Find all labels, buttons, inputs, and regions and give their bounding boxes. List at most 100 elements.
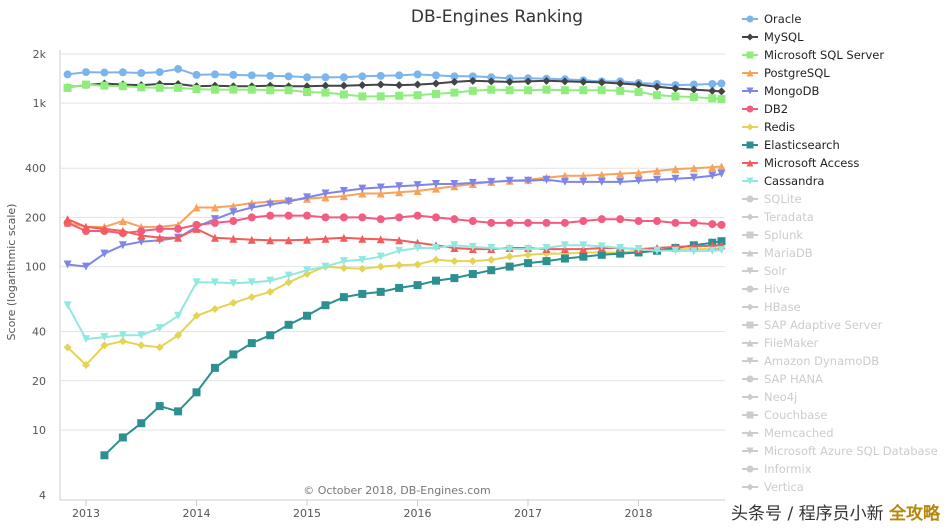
data-point[interactable] <box>137 68 146 77</box>
data-point[interactable] <box>395 283 404 292</box>
data-point[interactable] <box>284 211 293 220</box>
data-point[interactable] <box>376 252 385 261</box>
data-point[interactable] <box>708 220 717 229</box>
data-point[interactable] <box>82 80 90 89</box>
data-point[interactable] <box>616 215 625 224</box>
data-point[interactable] <box>524 176 533 185</box>
legend-item[interactable]: Vertica <box>742 478 946 496</box>
data-point[interactable] <box>192 388 201 397</box>
data-point[interactable] <box>671 246 680 255</box>
data-point[interactable] <box>339 213 348 222</box>
data-point[interactable] <box>634 217 643 226</box>
data-point[interactable] <box>118 82 127 91</box>
data-point[interactable] <box>303 311 312 320</box>
data-point[interactable] <box>137 419 146 428</box>
data-point[interactable] <box>376 287 385 296</box>
data-point[interactable] <box>717 220 726 229</box>
data-point[interactable] <box>431 71 440 80</box>
data-point[interactable] <box>413 211 422 220</box>
data-point[interactable] <box>339 264 348 273</box>
data-point[interactable] <box>174 311 183 320</box>
data-point[interactable] <box>339 293 348 302</box>
data-point[interactable] <box>450 72 459 81</box>
data-point[interactable] <box>321 88 330 97</box>
data-point[interactable] <box>542 76 551 85</box>
legend-item[interactable]: Memcached <box>742 424 946 442</box>
data-point[interactable] <box>82 262 90 271</box>
data-point[interactable] <box>487 243 496 252</box>
legend-item[interactable]: Informix <box>742 460 946 478</box>
data-point[interactable] <box>229 217 238 226</box>
data-point[interactable] <box>542 243 551 252</box>
legend-item[interactable]: FileMaker <box>742 334 946 352</box>
data-point[interactable] <box>634 80 643 89</box>
data-point[interactable] <box>376 80 385 89</box>
data-point[interactable] <box>395 71 404 80</box>
data-point[interactable] <box>597 215 606 224</box>
data-point[interactable] <box>634 168 643 177</box>
data-point[interactable] <box>413 70 422 79</box>
data-point[interactable] <box>339 233 348 242</box>
data-point[interactable] <box>634 245 643 254</box>
data-point[interactable] <box>653 82 662 91</box>
data-point[interactable] <box>100 451 109 460</box>
data-point[interactable] <box>247 71 256 80</box>
data-point[interactable] <box>450 274 459 283</box>
data-point[interactable] <box>671 84 680 93</box>
legend-item[interactable]: Amazon DynamoDB <box>742 352 946 370</box>
data-point[interactable] <box>229 208 238 217</box>
data-point[interactable] <box>63 83 72 92</box>
data-point[interactable] <box>229 201 238 210</box>
data-point[interactable] <box>229 70 238 79</box>
data-point[interactable] <box>505 245 514 254</box>
legend-item[interactable]: Microsoft Access <box>742 154 946 172</box>
data-point[interactable] <box>468 217 477 226</box>
data-point[interactable] <box>155 324 164 333</box>
data-point[interactable] <box>653 175 662 184</box>
data-point[interactable] <box>579 77 588 86</box>
data-point[interactable] <box>137 341 146 350</box>
data-point[interactable] <box>192 278 201 287</box>
data-point[interactable] <box>118 217 127 226</box>
series-redis[interactable] <box>63 243 726 369</box>
legend-item[interactable]: SQLite <box>742 190 946 208</box>
data-point[interactable] <box>266 331 275 340</box>
data-point[interactable] <box>321 73 330 82</box>
data-point[interactable] <box>266 200 275 209</box>
series-cassandra[interactable] <box>63 241 726 344</box>
data-point[interactable] <box>708 246 717 255</box>
legend-item[interactable]: Hive <box>742 280 946 298</box>
data-point[interactable] <box>210 278 219 287</box>
data-point[interactable] <box>524 218 533 227</box>
data-point[interactable] <box>266 86 275 95</box>
data-point[interactable] <box>266 236 275 245</box>
data-point[interactable] <box>524 86 533 95</box>
data-point[interactable] <box>542 218 551 227</box>
data-point[interactable] <box>689 218 698 227</box>
data-point[interactable] <box>717 162 726 171</box>
data-point[interactable] <box>210 85 219 94</box>
data-point[interactable] <box>450 88 459 97</box>
data-point[interactable] <box>229 234 238 243</box>
data-point[interactable] <box>689 93 698 102</box>
data-point[interactable] <box>579 217 588 226</box>
legend-item[interactable]: SAP Adaptive Server <box>742 316 946 334</box>
data-point[interactable] <box>560 177 569 186</box>
data-point[interactable] <box>63 260 72 269</box>
data-point[interactable] <box>284 320 293 329</box>
data-point[interactable] <box>100 81 109 90</box>
data-point[interactable] <box>450 241 459 250</box>
data-point[interactable] <box>210 363 219 372</box>
data-point[interactable] <box>395 91 404 100</box>
data-point[interactable] <box>303 73 312 82</box>
legend-item[interactable]: Redis <box>742 118 946 136</box>
data-point[interactable] <box>321 189 330 198</box>
data-point[interactable] <box>468 76 477 85</box>
data-point[interactable] <box>413 91 422 100</box>
data-point[interactable] <box>63 215 72 224</box>
data-point[interactable] <box>689 164 698 173</box>
data-point[interactable] <box>284 86 293 95</box>
data-point[interactable] <box>616 79 625 88</box>
data-point[interactable] <box>192 220 201 229</box>
data-point[interactable] <box>192 311 201 320</box>
